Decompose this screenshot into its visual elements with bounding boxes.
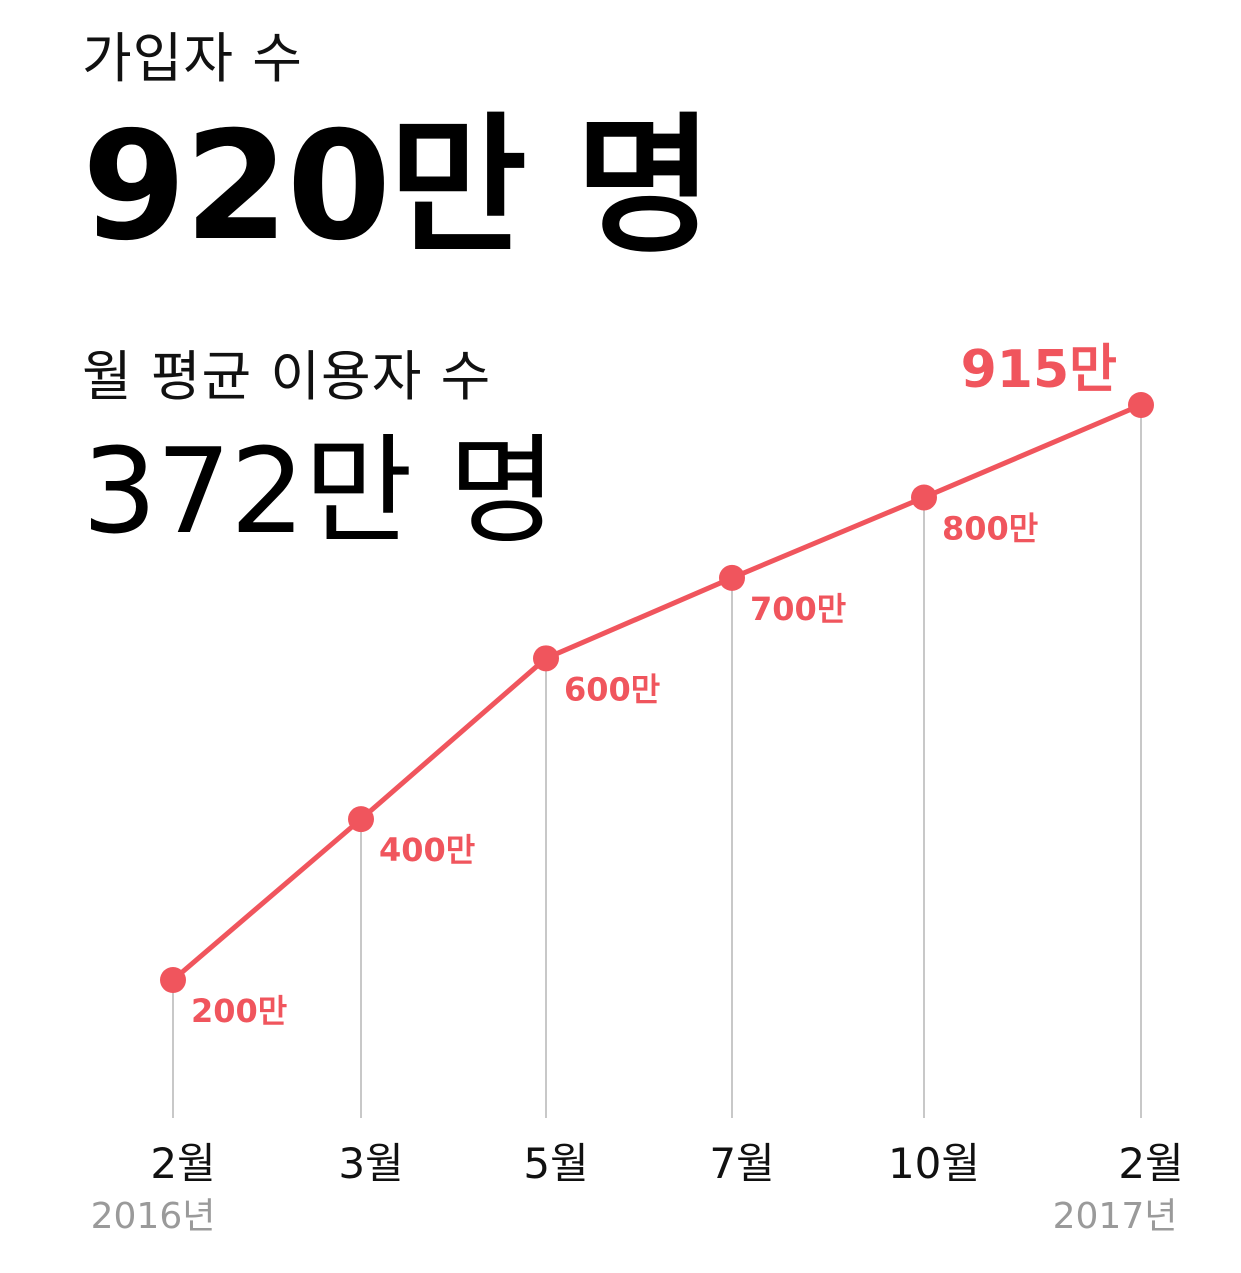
x-tick-label-2: 5월 bbox=[523, 1139, 588, 1188]
x-tick-label-3: 7월 bbox=[709, 1139, 774, 1188]
data-label-2: 600만 bbox=[564, 670, 660, 708]
data-point-3 bbox=[719, 564, 745, 591]
x-axis-month-labels: 2월 3월 5월 7월 10월 2월 bbox=[150, 1139, 1183, 1188]
monthly-active-users-value: 372만 명 bbox=[82, 422, 557, 560]
data-labels: 200만 400만 600만 700만 800만 915만 bbox=[191, 340, 1117, 1030]
data-label-0: 200만 bbox=[191, 992, 287, 1030]
data-point-5 bbox=[1128, 392, 1154, 418]
x-tick-label-5: 2월 bbox=[1118, 1139, 1183, 1188]
signup-count-value: 920만 명 bbox=[82, 100, 713, 274]
data-point-1 bbox=[348, 806, 374, 833]
x-tick-label-0: 2월 bbox=[150, 1139, 215, 1188]
year-label-0: 2016년 bbox=[91, 1196, 216, 1237]
data-label-4: 800만 bbox=[942, 509, 1038, 547]
year-label-5: 2017년 bbox=[1053, 1196, 1178, 1237]
x-tick-label-4: 10월 bbox=[888, 1139, 980, 1188]
signup-count-label: 가입자 수 bbox=[82, 27, 303, 90]
drop-lines bbox=[172, 405, 1142, 1118]
data-point-4 bbox=[911, 484, 937, 511]
data-points bbox=[160, 392, 1154, 993]
data-label-3: 700만 bbox=[750, 590, 846, 628]
data-point-2 bbox=[533, 645, 559, 672]
series-line bbox=[170, 402, 1144, 983]
x-axis-year-labels: 2016년 2017년 bbox=[91, 1196, 1178, 1237]
data-label-5: 915만 bbox=[961, 340, 1117, 400]
data-point-0 bbox=[160, 967, 186, 993]
x-tick-label-1: 3월 bbox=[338, 1139, 403, 1188]
monthly-active-users-label: 월 평균 이용자 수 bbox=[82, 345, 492, 408]
data-label-1: 400만 bbox=[379, 831, 475, 869]
